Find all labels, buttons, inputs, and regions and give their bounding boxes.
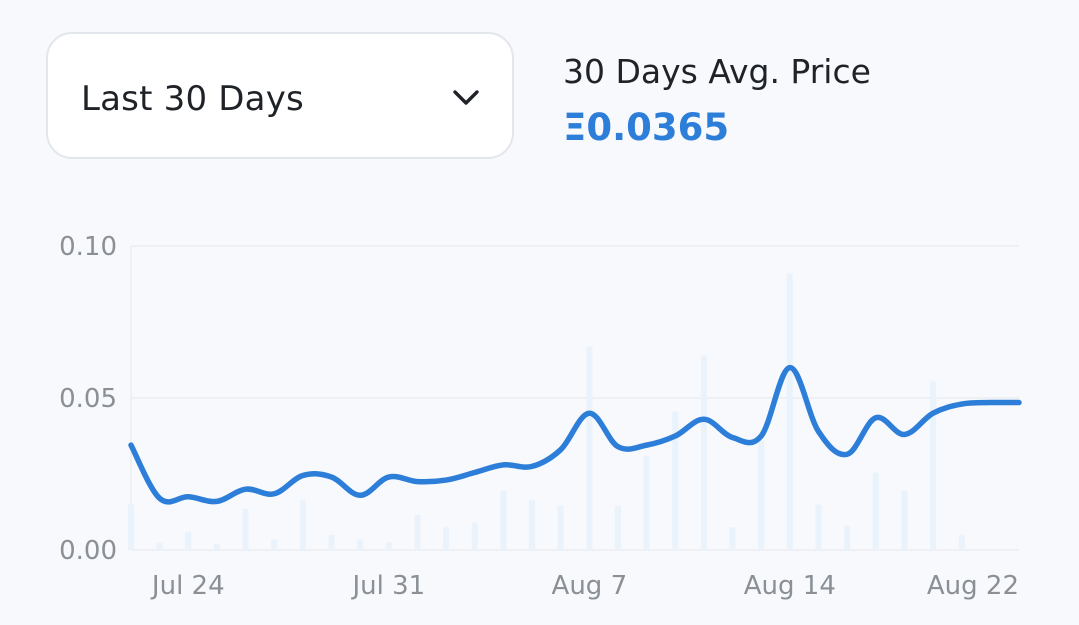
volume-bar [729,527,736,550]
date-range-select[interactable]: Last 30 Days [46,32,514,159]
volume-bar [128,504,134,550]
avg-price-label: 30 Days Avg. Price [563,52,871,91]
x-tick-label: Aug 14 [744,571,836,601]
volume-bar [844,525,851,550]
y-tick-label: 0.00 [59,536,117,566]
x-tick-label: Jul 31 [350,571,425,601]
volume-bar [930,381,937,550]
volume-bar [672,411,679,550]
avg-price-value: Ξ0.0365 [563,106,730,149]
volume-bar [271,539,278,550]
volume-bar [357,539,364,550]
volume-bar [443,527,450,550]
volume-bar [901,490,908,550]
volume-bar [156,542,163,550]
volume-bar [643,455,650,550]
volume-bar [786,273,793,550]
volume-bar [385,542,392,550]
y-tick-label: 0.10 [59,232,117,262]
date-range-label: Last 30 Days [81,79,304,119]
volume-bar [614,505,621,550]
volume-bar [471,522,478,550]
volume-bar [529,499,536,550]
volume-bar [586,346,593,550]
volume-bar [328,534,335,550]
volume-bar [700,355,707,550]
x-tick-label: Aug 7 [552,571,628,601]
volume-bar [815,504,822,550]
volume-bar [500,490,507,550]
volume-bar [557,505,564,550]
volume-bar [758,440,765,550]
volume-bar [958,534,965,550]
volume-bar [299,499,306,550]
x-tick-label: Aug 22 [927,571,1019,601]
volume-bar [414,515,421,550]
chevron-down-icon [453,90,479,105]
volume-bar [213,543,220,550]
x-tick-label: Jul 24 [150,571,225,601]
price-line [128,364,1022,505]
volume-bar [872,472,879,550]
volume-bar [185,531,192,550]
volume-bar [242,508,249,550]
y-tick-label: 0.05 [59,384,117,414]
